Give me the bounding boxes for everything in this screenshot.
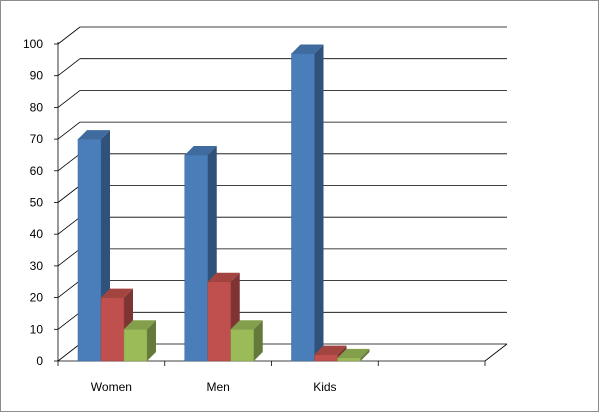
x-tick-label: Kids	[313, 380, 336, 394]
y-tick-label: 60	[30, 164, 44, 178]
bars	[77, 44, 370, 362]
y-tick-label: 50	[30, 196, 44, 210]
bar	[291, 44, 324, 362]
y-tick-label: 0	[36, 354, 43, 368]
gridline-side	[57, 248, 81, 267]
bar-front	[230, 329, 254, 362]
bar-front	[314, 354, 338, 362]
gridline-side	[57, 311, 81, 330]
bar-front	[337, 357, 361, 362]
y-tick-label: 40	[30, 227, 44, 241]
bar	[123, 320, 156, 362]
bar-front	[123, 329, 148, 362]
floor-right-edge	[484, 343, 508, 362]
bar-top	[207, 272, 240, 282]
bar-front	[291, 53, 315, 362]
gridline-side	[57, 280, 81, 298]
gridline-side	[57, 121, 81, 140]
bar-top	[314, 345, 347, 355]
y-tick-label: 30	[30, 259, 44, 273]
x-tick-label: Men	[206, 380, 229, 394]
gridline-side	[57, 153, 81, 172]
bar-top	[124, 320, 156, 330]
gridline-side	[57, 343, 81, 362]
bar-front	[100, 297, 125, 362]
bar-top	[337, 348, 370, 358]
y-tick-label: 20	[30, 291, 44, 305]
bar-front	[77, 138, 102, 362]
x-tick-label: Women	[91, 380, 132, 394]
bar-top	[184, 145, 217, 155]
y-tick-label: 10	[30, 322, 44, 336]
bar-side	[253, 320, 263, 361]
bar-top	[101, 288, 133, 298]
gridline-side	[57, 26, 81, 45]
bar-side	[314, 44, 324, 361]
bar-top	[78, 130, 110, 140]
y-tick-label: 80	[30, 100, 44, 114]
gridline-side	[57, 216, 81, 235]
bar-top	[230, 320, 263, 330]
bar	[230, 320, 263, 362]
gridline-side	[57, 58, 81, 77]
gridline-side	[57, 90, 81, 108]
bar-front	[184, 154, 208, 362]
y-tick-label: 70	[30, 132, 44, 146]
bar-top	[291, 44, 324, 54]
gridline-side	[57, 185, 81, 203]
y-tick-label: 90	[30, 69, 44, 83]
bar-front	[207, 281, 231, 362]
y-tick-label: 100	[23, 37, 43, 51]
bar-side	[147, 320, 156, 361]
bar	[337, 348, 370, 362]
bar-side	[360, 348, 370, 361]
